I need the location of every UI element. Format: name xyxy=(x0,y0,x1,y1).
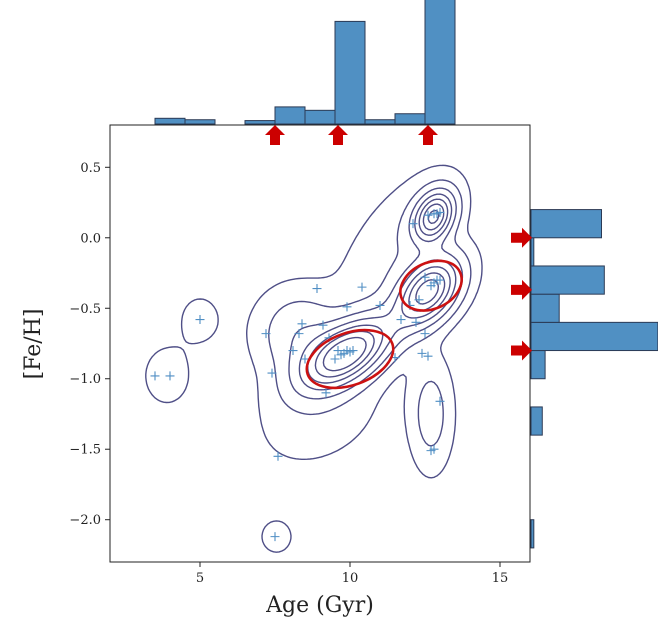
scatter-point xyxy=(423,351,433,361)
right-arrow-icon xyxy=(511,340,532,361)
scatter-point xyxy=(288,346,298,356)
kde-contour-line xyxy=(322,209,440,372)
scatter-point xyxy=(165,371,175,381)
y-histogram-bar xyxy=(530,519,535,549)
scatter-point xyxy=(330,354,340,364)
right-arrow-icon xyxy=(511,279,532,300)
y-tick-label: 0.5 xyxy=(80,161,101,176)
x-histogram-bar xyxy=(394,113,426,125)
x-histogram-bar xyxy=(424,0,456,125)
kde-contour-line xyxy=(268,179,472,447)
scatter-point xyxy=(423,210,433,220)
x-histogram-bar xyxy=(184,119,216,125)
up-arrow-icon xyxy=(418,125,438,145)
highlight-ellipse xyxy=(399,259,463,312)
kde-contours xyxy=(145,164,483,553)
scatter-point xyxy=(294,329,304,339)
y-tick-label: −2.0 xyxy=(69,513,101,528)
x-histogram-bar xyxy=(244,120,276,125)
highlight-ellipses xyxy=(305,259,463,390)
scatter-point xyxy=(195,315,205,325)
y-tick-label: −0.5 xyxy=(69,302,101,317)
scatter-point xyxy=(435,396,445,406)
scatter-point xyxy=(408,219,418,229)
y-axis-title: [Fe/H] xyxy=(21,309,46,380)
scatter-point xyxy=(435,275,445,285)
scatter-point xyxy=(417,348,427,358)
scatter-point xyxy=(420,329,430,339)
x-tick-label: 5 xyxy=(196,571,204,586)
y-histogram-bar xyxy=(530,237,535,267)
scatter-point xyxy=(342,302,352,312)
scatter-point xyxy=(375,300,385,310)
x-axis: 5 10 15 xyxy=(196,562,508,586)
up-arrow-icon xyxy=(328,125,348,145)
scatter-point xyxy=(267,368,277,378)
scatter-point xyxy=(348,346,358,356)
y-histogram-bar xyxy=(530,293,560,323)
scatter-point xyxy=(411,317,421,327)
highlight-ellipse xyxy=(305,328,395,390)
scatter-point xyxy=(321,388,331,398)
scatter-point xyxy=(435,207,445,217)
right-arrow-icon xyxy=(511,227,532,248)
scatter-point xyxy=(414,295,424,305)
scatter-point xyxy=(357,282,367,292)
x-histogram-bar xyxy=(364,119,396,125)
y-histogram-bar xyxy=(530,406,543,436)
scatter-point xyxy=(261,329,271,339)
y-tick-label: 0.0 xyxy=(80,231,101,246)
up-arrow-icon xyxy=(265,125,285,145)
scatter-point xyxy=(150,371,160,381)
scatter-points xyxy=(150,207,445,542)
y-tick-label: −1.0 xyxy=(69,372,101,387)
y-histogram-bar xyxy=(530,321,658,352)
marginal-y-histogram xyxy=(530,209,658,549)
x-histogram-bar xyxy=(274,106,306,125)
y-histogram-bar xyxy=(530,350,546,380)
scatter-point xyxy=(312,284,322,294)
kde-contour-line xyxy=(145,164,483,553)
scatter-point xyxy=(426,446,436,456)
marker-arrows xyxy=(265,125,532,361)
x-tick-label: 15 xyxy=(492,571,509,586)
kde-contour-line xyxy=(288,187,464,400)
y-histogram-bar xyxy=(530,209,602,239)
x-histogram-bar xyxy=(304,109,336,125)
scatter-point xyxy=(396,315,406,325)
kde-contour-line xyxy=(298,193,457,391)
x-histogram-bar xyxy=(334,20,366,125)
scatter-point xyxy=(270,532,280,542)
scatter-point xyxy=(273,451,283,461)
scatter-point xyxy=(318,320,328,330)
scatter-point xyxy=(297,319,307,329)
y-tick-label: −1.5 xyxy=(69,443,101,458)
x-tick-label: 10 xyxy=(342,571,359,586)
y-histogram-bar xyxy=(530,265,605,295)
x-axis-title: Age (Gyr) xyxy=(265,593,374,618)
x-histogram-bar xyxy=(154,117,186,125)
scatter-point xyxy=(420,272,430,282)
marginal-x-histogram xyxy=(154,0,456,125)
y-axis: 0.5 0.0 −0.5 −1.0 −1.5 −2.0 xyxy=(69,161,110,528)
